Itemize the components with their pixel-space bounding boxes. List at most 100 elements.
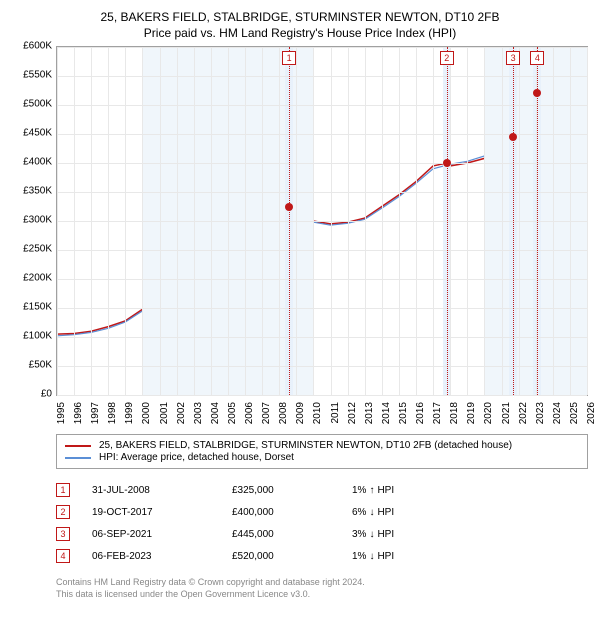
sales-table: 131-JUL-2008£325,0001%↑HPI219-OCT-2017£4… <box>56 479 588 567</box>
gridline-v <box>142 47 143 395</box>
title-block: 25, BAKERS FIELD, STALBRIDGE, STURMINSTE… <box>12 10 588 40</box>
sales-suffix: HPI <box>377 551 394 562</box>
sales-pct: 1% <box>352 551 366 562</box>
x-tick-label: 2013 <box>364 402 375 424</box>
sales-col-price: £325,000 <box>232 485 352 496</box>
sales-col-date: 19-OCT-2017 <box>92 507 232 518</box>
sale-dot <box>285 203 293 211</box>
gridline-v <box>553 47 554 395</box>
gridline-v <box>228 47 229 395</box>
gridline-v <box>416 47 417 395</box>
gridline-v <box>262 47 263 395</box>
legend-swatch <box>65 457 91 459</box>
y-axis: £0£50K£100K£150K£200K£250K£300K£350K£400… <box>12 46 56 396</box>
x-tick-label: 2020 <box>483 402 494 424</box>
gridline-v <box>194 47 195 395</box>
gridline-h <box>57 337 587 338</box>
gridline-v <box>125 47 126 395</box>
sales-pct: 3% <box>352 529 366 540</box>
footer-line2: This data is licensed under the Open Gov… <box>56 589 588 601</box>
gridline-v <box>57 47 58 395</box>
title-address: 25, BAKERS FIELD, STALBRIDGE, STURMINSTE… <box>12 10 588 24</box>
sale-vline <box>513 47 514 395</box>
y-tick-label: £500K <box>23 99 52 110</box>
gridline-v <box>502 47 503 395</box>
y-tick-label: £350K <box>23 186 52 197</box>
sales-row: 406-FEB-2023£520,0001%↓HPI <box>56 545 588 567</box>
gridline-v <box>108 47 109 395</box>
sales-suffix: HPI <box>377 529 394 540</box>
x-tick-label: 2010 <box>312 402 323 424</box>
x-tick-label: 2012 <box>347 402 358 424</box>
x-axis: 1995199619971998199920002001200220032004… <box>56 398 588 426</box>
sales-row: 306-SEP-2021£445,0003%↓HPI <box>56 523 588 545</box>
sales-col-date: 06-SEP-2021 <box>92 529 232 540</box>
footer-line1: Contains HM Land Registry data © Crown c… <box>56 577 588 589</box>
y-tick-label: £200K <box>23 273 52 284</box>
y-tick-label: £50K <box>29 360 52 371</box>
gridline-v <box>519 47 520 395</box>
chart-area: £0£50K£100K£150K£200K£250K£300K£350K£400… <box>12 46 588 426</box>
y-tick-label: £600K <box>23 41 52 52</box>
x-tick-label: 1995 <box>56 402 67 424</box>
x-tick-label: 2007 <box>261 402 272 424</box>
gridline-h <box>57 221 587 222</box>
x-tick-label: 2006 <box>244 402 255 424</box>
x-tick-label: 2001 <box>159 402 170 424</box>
sales-pct: 1% <box>352 485 366 496</box>
gridline-h <box>57 105 587 106</box>
gridline-h <box>57 134 587 135</box>
gridline-v <box>74 47 75 395</box>
sales-col-price: £400,000 <box>232 507 352 518</box>
gridline-v <box>587 47 588 395</box>
footer: Contains HM Land Registry data © Crown c… <box>56 577 588 600</box>
x-tick-label: 2005 <box>227 402 238 424</box>
sale-marker-box: 1 <box>282 51 296 65</box>
sales-col-hpi: 3%↓HPI <box>352 529 452 540</box>
arrow-down-icon: ↓ <box>369 551 374 562</box>
sale-marker-box: 2 <box>440 51 454 65</box>
gridline-v <box>450 47 451 395</box>
sale-dot <box>533 89 541 97</box>
y-tick-label: £300K <box>23 215 52 226</box>
x-tick-label: 2015 <box>398 402 409 424</box>
arrow-down-icon: ↓ <box>369 529 374 540</box>
sales-pct: 6% <box>352 507 366 518</box>
gridline-h <box>57 163 587 164</box>
x-tick-label: 2026 <box>586 402 597 424</box>
gridline-v <box>399 47 400 395</box>
x-tick-label: 2021 <box>501 402 512 424</box>
x-tick-label: 1998 <box>107 402 118 424</box>
sales-suffix: HPI <box>377 485 394 496</box>
plot: 1234 <box>56 46 588 396</box>
sale-vline <box>289 47 290 395</box>
sales-row: 219-OCT-2017£400,0006%↓HPI <box>56 501 588 523</box>
gridline-v <box>484 47 485 395</box>
x-tick-label: 2025 <box>569 402 580 424</box>
gridline-h <box>57 250 587 251</box>
sale-vline <box>537 47 538 395</box>
sale-marker-small: 4 <box>56 549 70 563</box>
arrow-up-icon: ↑ <box>369 485 374 496</box>
sales-col-hpi: 1%↓HPI <box>352 551 452 562</box>
sale-marker-small: 3 <box>56 527 70 541</box>
sale-vline <box>447 47 448 395</box>
gridline-v <box>382 47 383 395</box>
x-tick-label: 2011 <box>330 402 341 424</box>
x-tick-label: 2003 <box>193 402 204 424</box>
y-tick-label: £450K <box>23 128 52 139</box>
x-tick-label: 2016 <box>415 402 426 424</box>
gridline-h <box>57 47 587 48</box>
x-tick-label: 2004 <box>210 402 221 424</box>
y-tick-label: £550K <box>23 70 52 81</box>
gridline-v <box>160 47 161 395</box>
x-tick-label: 2019 <box>466 402 477 424</box>
sale-dot <box>509 133 517 141</box>
legend-label: 25, BAKERS FIELD, STALBRIDGE, STURMINSTE… <box>99 440 512 451</box>
gridline-v <box>177 47 178 395</box>
x-tick-label: 2023 <box>535 402 546 424</box>
gridline-v <box>331 47 332 395</box>
x-tick-label: 1997 <box>90 402 101 424</box>
gridline-v <box>296 47 297 395</box>
sales-col-marker: 3 <box>56 527 92 541</box>
